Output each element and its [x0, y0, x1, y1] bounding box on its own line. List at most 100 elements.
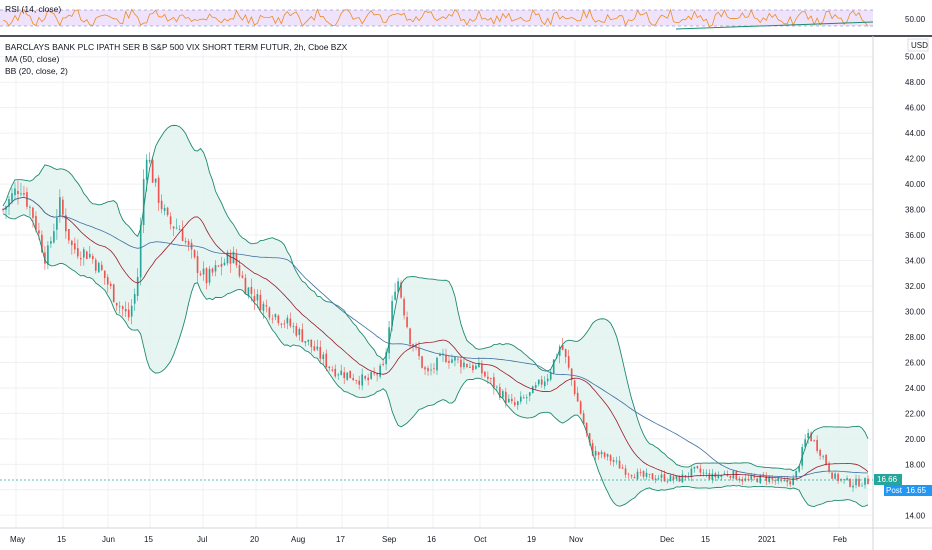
rsi-line [2, 8, 869, 28]
candle-body [496, 386, 498, 388]
candle-body [14, 188, 16, 196]
x-tick-label: May [10, 535, 25, 544]
y-tick-label: 34.00 [905, 257, 926, 266]
candle-body [157, 177, 160, 203]
y-tick-label: 26.00 [905, 358, 926, 367]
candle-body [445, 354, 447, 363]
candle-body [202, 268, 205, 275]
candle-body [747, 479, 750, 480]
candle-body [148, 159, 151, 162]
candle-body [130, 305, 133, 317]
candle-body [690, 468, 693, 477]
candle-body [274, 314, 277, 318]
post-tag [884, 485, 904, 496]
candle-body [175, 227, 178, 229]
candle-body [340, 370, 343, 375]
candle-body [11, 193, 13, 202]
candle-body [292, 326, 295, 327]
candle-body [379, 365, 381, 377]
candle-body [481, 364, 483, 374]
candle-body [136, 277, 139, 296]
y-tick-label: 50.00 [905, 53, 926, 62]
candle-body [373, 372, 375, 374]
candle-body [570, 368, 573, 381]
candle-body [121, 306, 124, 310]
candle-body [585, 422, 588, 434]
candle-body [391, 301, 393, 327]
candle-body [250, 286, 253, 294]
candle-body [642, 471, 645, 477]
candle-body [265, 305, 268, 307]
candle-body [597, 452, 600, 455]
candle-body [253, 296, 256, 302]
candle-body [478, 362, 480, 368]
candle-body [283, 323, 286, 325]
candle-body [313, 346, 316, 351]
candle-body [397, 281, 399, 292]
last-price-tag [874, 474, 902, 485]
candle-body [627, 473, 630, 475]
candle-body [741, 479, 744, 482]
candle-body [549, 371, 552, 380]
candle-body [810, 432, 812, 442]
candle-body [124, 309, 127, 312]
candle-body [531, 386, 534, 394]
candle-body [546, 378, 549, 382]
candle-body [822, 455, 824, 457]
candle-body [322, 354, 325, 360]
candle-body [573, 380, 576, 395]
x-tick-label: Dec [660, 535, 674, 544]
candle-body [774, 480, 777, 482]
candle-body [88, 253, 91, 258]
candle-body [349, 370, 352, 379]
candle-body [505, 391, 507, 403]
candle-body [97, 262, 100, 273]
candle-body [71, 240, 73, 246]
candle-body [789, 481, 792, 485]
candle-body [334, 368, 337, 377]
candle-body [588, 433, 591, 443]
candle-body [618, 460, 621, 469]
candle-body [325, 353, 328, 368]
candle-body [166, 207, 169, 216]
candle-body [226, 252, 229, 264]
x-tick-label: Oct [474, 535, 487, 544]
candle-body [567, 356, 570, 368]
candle-body [576, 392, 579, 402]
candle-body [277, 315, 280, 324]
candle-body [409, 328, 411, 345]
candle-body [534, 385, 537, 388]
symbol-title: BARCLAYS BANK PLC IPATH SER B S&P 500 VI… [5, 42, 348, 52]
rsi-band [0, 10, 873, 26]
candle-body [205, 268, 208, 284]
candle-body [118, 305, 121, 307]
x-tick-label: Jun [102, 535, 115, 544]
candle-body [319, 346, 322, 359]
candle-body [765, 475, 768, 481]
candle-body [448, 360, 450, 363]
candle-body [624, 468, 627, 475]
candle-body [508, 398, 510, 403]
candle-body [675, 475, 678, 479]
candle-body [460, 359, 462, 368]
candle-body [582, 413, 585, 425]
candle-body [726, 474, 729, 476]
candles [2, 152, 869, 492]
candle-body [831, 472, 833, 479]
candle-body [436, 357, 438, 371]
candle-body [711, 473, 714, 480]
candle-body [247, 287, 250, 297]
candle-body [316, 346, 319, 350]
candle-body [184, 240, 187, 243]
candle-body [220, 263, 223, 267]
candle-body [463, 362, 465, 368]
candle-body [241, 275, 244, 278]
candle-body [211, 268, 214, 273]
candle-body [615, 460, 618, 462]
y-tick-label: 40.00 [905, 180, 926, 189]
candle-body [612, 460, 615, 462]
candle-body [262, 303, 265, 311]
candle-body [280, 323, 283, 325]
candle-body [346, 372, 349, 380]
candle-body [684, 475, 687, 478]
